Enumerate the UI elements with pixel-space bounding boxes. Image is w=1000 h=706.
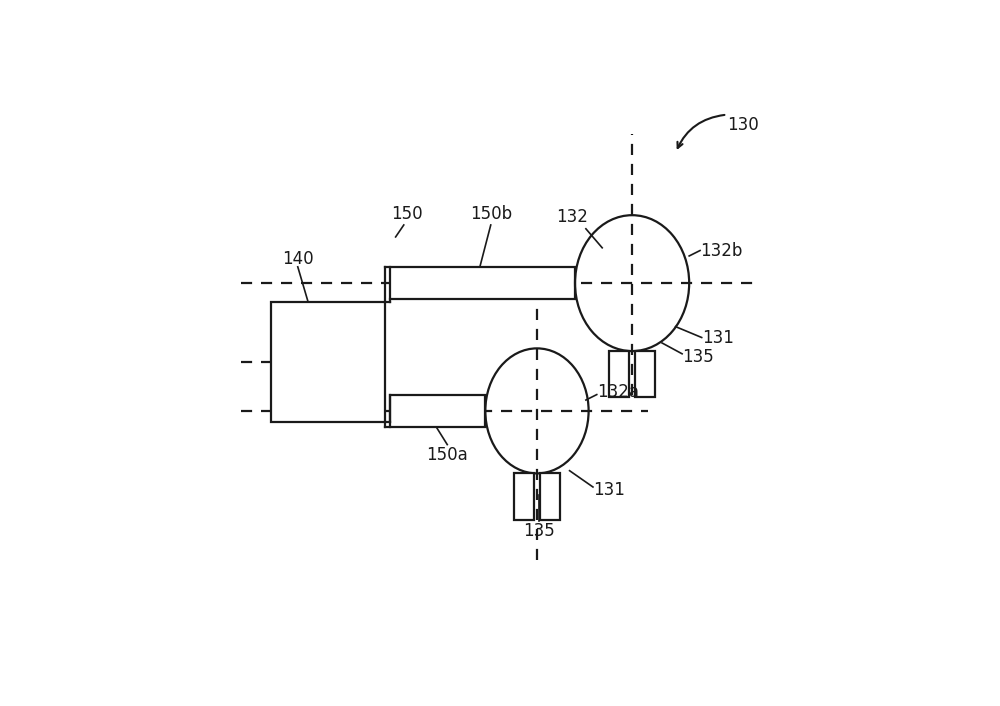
Text: 135: 135 [682, 347, 714, 366]
Bar [609, 351, 629, 397]
Bar [390, 395, 485, 427]
Text: 130: 130 [727, 116, 759, 134]
Text: 131: 131 [702, 328, 734, 347]
Text: 140: 140 [282, 250, 314, 268]
Text: 132b: 132b [700, 241, 742, 260]
Bar [514, 474, 534, 520]
Text: 132: 132 [556, 208, 588, 226]
Text: 131: 131 [593, 481, 625, 498]
Bar [635, 351, 655, 397]
Text: 132a: 132a [597, 383, 639, 401]
Bar [540, 474, 560, 520]
Text: 150: 150 [391, 205, 422, 223]
Text: 150a: 150a [426, 446, 468, 465]
Bar [271, 302, 385, 421]
Text: 135: 135 [523, 522, 554, 540]
Bar [390, 267, 575, 299]
Text: 150b: 150b [470, 205, 512, 223]
